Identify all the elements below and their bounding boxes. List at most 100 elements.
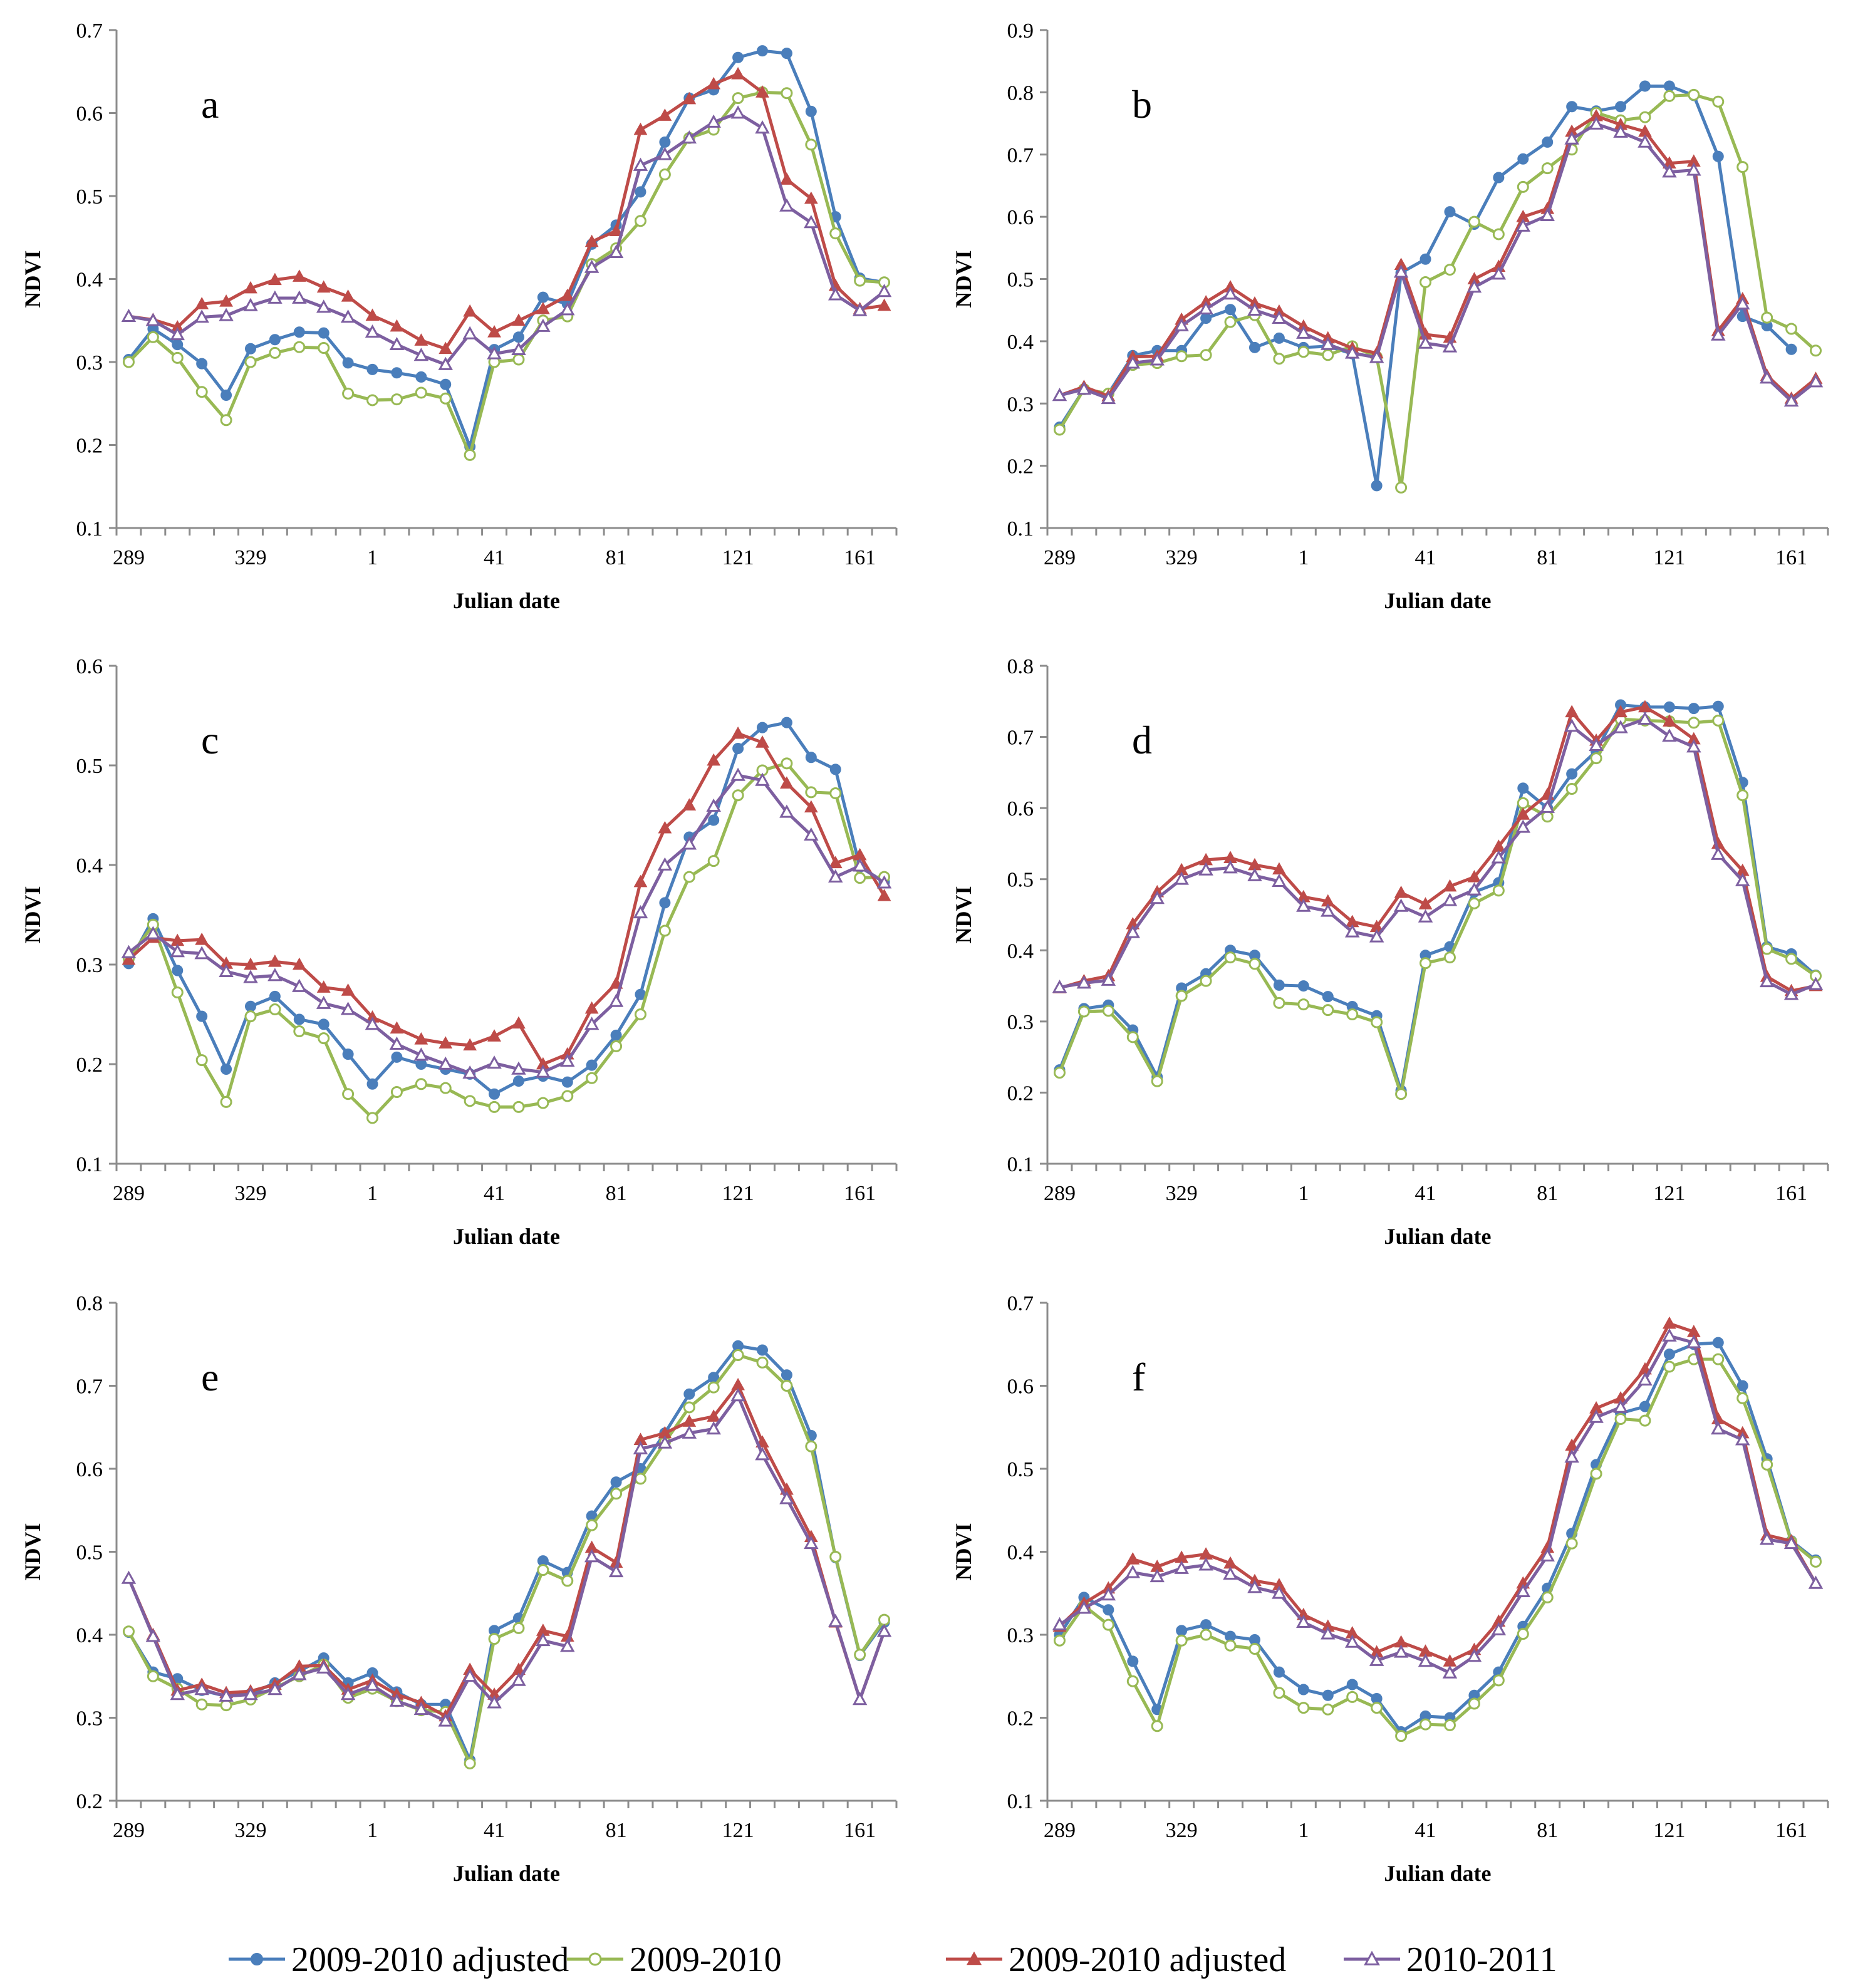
data-point: [1395, 1088, 1408, 1100]
data-point: [1663, 701, 1675, 713]
y-tick-label: 0.4: [1007, 940, 1034, 963]
data-point: [828, 287, 843, 301]
data-point: [1688, 703, 1700, 715]
data-point: [1420, 253, 1431, 265]
chart-panel-c: 0.1 0.2 0.3 0.4 0.5 0.6 289 329 1 41 81 121 161 Julia…: [20, 655, 898, 1249]
data-point: [1663, 714, 1676, 727]
x-tick-label: 41: [1415, 546, 1436, 569]
data-point: [1418, 897, 1433, 909]
x-tick-label: 41: [484, 546, 505, 569]
data-point: [464, 1757, 476, 1769]
data-point: [195, 296, 209, 309]
x-tick-label: 121: [1653, 1819, 1685, 1842]
y-tick-label: 0.5: [76, 1541, 103, 1565]
y-tick-label: 0.5: [1007, 1458, 1034, 1481]
data-point: [1272, 873, 1287, 887]
data-point: [561, 1575, 574, 1587]
data-point: [145, 313, 161, 326]
data-point: [805, 138, 818, 151]
data-point: [1639, 1414, 1651, 1427]
y-tick-label: 0.7: [1007, 727, 1034, 750]
data-point: [244, 356, 257, 368]
data-point: [463, 304, 477, 317]
data-point: [220, 1095, 232, 1108]
y-tick-label: 0.4: [76, 1624, 103, 1647]
data-point: [1662, 164, 1677, 178]
data-point: [1589, 116, 1604, 130]
data-point: [1052, 1617, 1067, 1630]
data-point: [1248, 1643, 1261, 1655]
data-point: [1198, 862, 1213, 876]
x-tick-label: 121: [722, 546, 754, 569]
data-point: [1662, 728, 1677, 742]
data-point: [365, 1017, 380, 1030]
series-3: [122, 1377, 891, 1722]
data-point: [804, 827, 819, 841]
data-point: [1151, 1075, 1163, 1087]
data-point: [584, 259, 600, 273]
data-point: [828, 856, 843, 869]
legend-label: 2009-2010 adjusted: [291, 1940, 569, 1979]
data-point: [366, 1112, 379, 1124]
data-point: [1688, 717, 1700, 729]
x-axis-title: Julian date: [1384, 1224, 1491, 1249]
data-point: [682, 836, 697, 850]
data-point: [1126, 1552, 1140, 1565]
data-point: [1783, 393, 1799, 407]
data-point: [1517, 180, 1529, 193]
data-point: [682, 91, 697, 105]
data-point: [1344, 1634, 1360, 1648]
panel-label: d: [1132, 718, 1152, 762]
data-point: [1759, 370, 1775, 384]
data-point: [511, 1061, 526, 1075]
y-tick-label: 0.9: [1007, 19, 1034, 43]
y-tick-label: 0.6: [76, 103, 103, 126]
series-4: [121, 105, 892, 370]
data-point: [1589, 1409, 1604, 1423]
data-point: [171, 986, 184, 999]
x-axis-title: Julian date: [1384, 588, 1491, 613]
data-point: [244, 1010, 257, 1023]
data-point: [1273, 1687, 1285, 1699]
data-point: [1102, 1618, 1114, 1631]
data-point: [1322, 1703, 1334, 1716]
y-tick-label: 0.2: [1007, 1707, 1034, 1731]
series-1: [123, 717, 890, 1100]
data-point: [1322, 1689, 1334, 1701]
legend-item-4: 2010-2011: [1344, 1940, 1557, 1979]
data-point: [1151, 1720, 1163, 1732]
data-point: [586, 1519, 598, 1531]
data-point: [1761, 311, 1773, 324]
data-point: [683, 871, 695, 883]
data-point: [243, 1687, 258, 1701]
data-point: [121, 1570, 137, 1584]
data-point: [876, 875, 892, 889]
data-point: [267, 272, 282, 286]
data-point: [561, 1090, 574, 1102]
series-line: [1058, 93, 1817, 489]
data-point: [1272, 310, 1287, 324]
data-point: [391, 1051, 403, 1063]
data-point: [195, 386, 208, 398]
y-tick-label: 0.2: [1007, 455, 1034, 479]
data-point: [1565, 782, 1578, 795]
data-point: [220, 1699, 232, 1712]
data-point: [1442, 893, 1458, 906]
series-line: [128, 72, 885, 351]
data-point: [196, 358, 208, 370]
data-point: [779, 1491, 794, 1504]
data-point: [438, 1056, 453, 1070]
data-point: [1712, 1353, 1725, 1365]
data-point: [267, 954, 282, 967]
data-point: [1126, 1031, 1139, 1043]
data-point: [1200, 349, 1212, 361]
data-point: [707, 76, 721, 90]
data-point: [219, 308, 234, 321]
data-point: [512, 313, 526, 326]
x-tick-label: 329: [1166, 1182, 1198, 1205]
data-point: [707, 1381, 720, 1394]
data-point: [682, 1425, 697, 1439]
data-point: [708, 814, 720, 826]
data-point: [1420, 1718, 1432, 1731]
